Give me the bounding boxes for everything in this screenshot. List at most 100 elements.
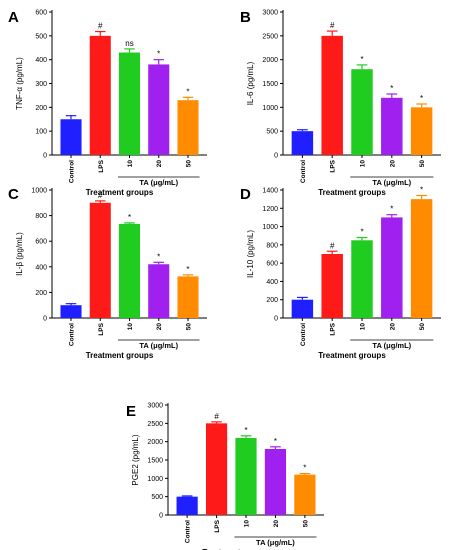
significance-label: # — [98, 22, 103, 31]
y-tick-label: 1000 — [262, 224, 278, 231]
y-axis-label: IL-6 (pg/mL) — [246, 61, 255, 105]
significance-label: * — [128, 213, 131, 222]
significance-label: # — [330, 241, 335, 250]
x-axis-label: Treatment groups — [86, 188, 154, 197]
bar — [321, 254, 343, 318]
y-tick-label: 0 — [43, 316, 47, 323]
y-tick-label: 200 — [35, 290, 47, 297]
y-tick-label: 400 — [35, 57, 47, 64]
y-tick-label: 3000 — [147, 403, 163, 410]
x-tick-label: 20 — [389, 160, 396, 168]
significance-label: * — [157, 252, 160, 261]
panel-label: E — [126, 403, 136, 420]
significance-label: * — [360, 228, 363, 237]
chart-panel-d: D 0 200 400 600 800 1000 1200 1400 IL-10 (pg/mL) C… — [240, 185, 441, 360]
bar — [148, 264, 170, 318]
y-tick-label: 800 — [266, 242, 278, 249]
x-tick-label: 50 — [302, 520, 309, 528]
significance-label: * — [420, 94, 423, 103]
x-tick-label: 10 — [244, 520, 251, 528]
bar — [410, 107, 433, 155]
y-tick-label: 0 — [274, 316, 278, 323]
y-tick-label: 800 — [35, 213, 47, 220]
significance-label: * — [420, 185, 423, 194]
x-tick-label: LPS — [330, 322, 337, 335]
y-tick-label: 600 — [35, 10, 47, 17]
y-axis-label: IL-β (pg/mL) — [15, 232, 24, 276]
y-tick-label: 400 — [35, 264, 47, 271]
y-tick-label: 2000 — [147, 439, 163, 446]
x-tick-label: Control — [185, 520, 192, 543]
x-tick-label: 20 — [273, 520, 280, 528]
y-tick-label: 0 — [43, 153, 47, 160]
y-tick-label: 0 — [274, 153, 278, 160]
x-tick-label: 10 — [127, 160, 134, 168]
group-label: TA (μg/mL) — [372, 178, 411, 187]
significance-label: * — [390, 205, 393, 214]
bar — [321, 35, 343, 156]
bar — [205, 423, 228, 515]
y-axis-label: IL-10 (pg/mL) — [246, 230, 255, 278]
x-tick-label: Control — [300, 323, 307, 346]
group-label: TA (μg/mL) — [139, 341, 178, 350]
y-tick-label: 1500 — [262, 81, 278, 88]
y-tick-label: 2000 — [262, 57, 278, 64]
x-tick-label: 50 — [185, 160, 192, 168]
y-tick-label: 200 — [35, 105, 47, 112]
x-tick-label: 10 — [360, 323, 367, 331]
bar — [264, 449, 287, 515]
panel-label: C — [8, 186, 19, 203]
x-tick-label: 50 — [419, 323, 426, 331]
chart-panel-c: C 0 200 400 600 800 1000 IL-β (pg/mL) Control # LP… — [8, 186, 207, 360]
x-tick-label: LPS — [98, 159, 105, 172]
x-tick-label: LPS — [98, 322, 105, 335]
y-tick-label: 2500 — [147, 421, 163, 428]
bar — [176, 496, 198, 515]
significance-label: * — [186, 265, 189, 274]
bar — [351, 240, 373, 318]
bar — [291, 131, 314, 155]
y-tick-label: 0 — [159, 513, 163, 520]
bar — [89, 35, 111, 156]
x-tick-label: LPS — [214, 519, 221, 532]
significance-label: * — [186, 87, 189, 96]
significance-label: # — [98, 191, 103, 200]
y-tick-label: 200 — [266, 297, 278, 304]
y-tick-label: 2500 — [262, 33, 278, 40]
x-tick-label: 20 — [156, 160, 163, 168]
group-label: TA (μg/mL) — [256, 538, 295, 547]
bar — [60, 119, 82, 155]
significance-label: * — [274, 437, 277, 446]
x-tick-label: 50 — [419, 160, 426, 168]
y-tick-label: 3000 — [262, 10, 278, 17]
x-tick-label: Control — [69, 160, 76, 183]
significance-label: * — [244, 426, 247, 435]
group-label: TA (μg/mL) — [139, 178, 178, 187]
y-tick-label: 1200 — [262, 206, 278, 213]
x-tick-label: Control — [69, 323, 76, 346]
significance-label: * — [360, 55, 363, 64]
bar — [148, 64, 170, 155]
bar — [60, 305, 82, 318]
y-tick-label: 1500 — [147, 458, 163, 465]
bar — [177, 276, 199, 318]
y-tick-label: 500 — [151, 494, 163, 501]
group-label: TA (μg/mL) — [372, 341, 411, 350]
y-axis-label: PGE2 (pg/mL) — [131, 434, 140, 485]
x-tick-label: 10 — [127, 323, 134, 331]
y-tick-label: 500 — [35, 33, 47, 40]
bar — [291, 299, 314, 318]
significance-label: # — [330, 21, 335, 30]
chart-panel-b: B 0 500 1000 1500 2000 2500 3000 IL-6 (pg/mL) Con… — [240, 9, 441, 197]
chart-panel-a: A 0 100 200 300 400 500 600 TNF-α (pg/mL) Control… — [8, 9, 207, 197]
panel-label: D — [240, 186, 251, 203]
bar — [381, 97, 403, 155]
bar — [381, 217, 403, 318]
x-tick-label: 50 — [185, 323, 192, 331]
x-tick-label: LPS — [330, 159, 337, 172]
significance-label: * — [303, 464, 306, 473]
y-tick-label: 100 — [35, 129, 47, 136]
panel-label: B — [240, 9, 251, 26]
bar — [177, 100, 199, 155]
